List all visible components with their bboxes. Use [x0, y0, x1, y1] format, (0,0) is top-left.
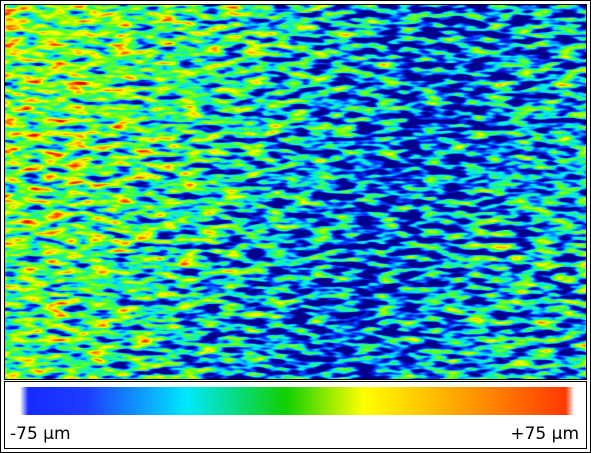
- colorbar-max-label: +75 µm: [510, 424, 579, 444]
- surface-map: [4, 4, 587, 380]
- map-border: [4, 4, 587, 380]
- colorbar-fade: [20, 387, 574, 415]
- colorbar-min-label: -75 µm: [10, 424, 71, 444]
